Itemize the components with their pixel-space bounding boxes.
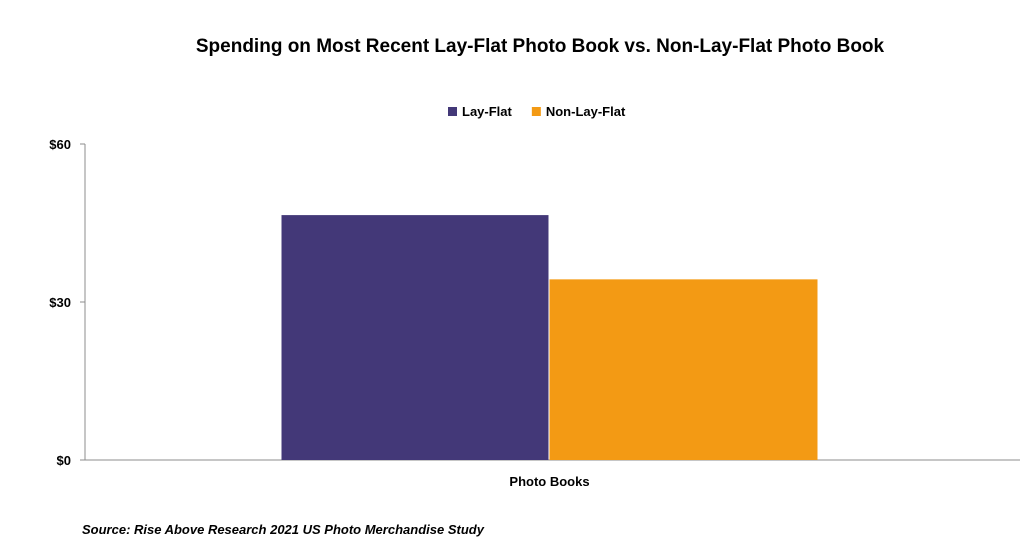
legend-swatch bbox=[448, 107, 457, 116]
source-note: Source: Rise Above Research 2021 US Phot… bbox=[82, 522, 485, 537]
legend-label: Non-Lay-Flat bbox=[546, 104, 626, 119]
bars bbox=[281, 215, 818, 460]
y-tick-label: $60 bbox=[49, 137, 71, 152]
y-tick-label: $30 bbox=[49, 295, 71, 310]
y-tick-label: $0 bbox=[57, 453, 71, 468]
legend: Lay-Flat Non-Lay-Flat bbox=[448, 104, 626, 119]
chart-title: Spending on Most Recent Lay-Flat Photo B… bbox=[196, 36, 885, 57]
x-category-label: Photo Books bbox=[509, 474, 589, 489]
bar-lay-flat bbox=[281, 215, 549, 460]
bar-non-lay-flat bbox=[549, 279, 818, 460]
y-axis-ticks: $0 $30 $60 bbox=[49, 137, 85, 468]
legend-label: Lay-Flat bbox=[462, 104, 513, 119]
category-labels: Photo Books bbox=[509, 474, 589, 489]
legend-swatch bbox=[531, 107, 541, 116]
